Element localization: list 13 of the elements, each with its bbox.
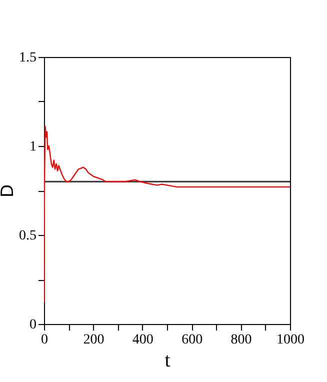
y-tick-label: 0.5 [19, 228, 36, 244]
y-tick-label: 1.5 [19, 50, 36, 66]
x-tick-label: 200 [83, 332, 104, 348]
x-axis-title: t [164, 350, 171, 372]
x-tick-label: 400 [132, 332, 154, 348]
x-tick-label: 800 [230, 332, 252, 348]
y-tick-label: 1 [30, 140, 36, 154]
line-series [44, 126, 290, 304]
y-tick-label: 0 [30, 318, 36, 332]
x-tick-label: 0 [41, 332, 48, 348]
x-tick-label: 1000 [276, 332, 304, 348]
y-axis-title: D [0, 184, 18, 198]
x-tick-label: 600 [182, 332, 203, 348]
